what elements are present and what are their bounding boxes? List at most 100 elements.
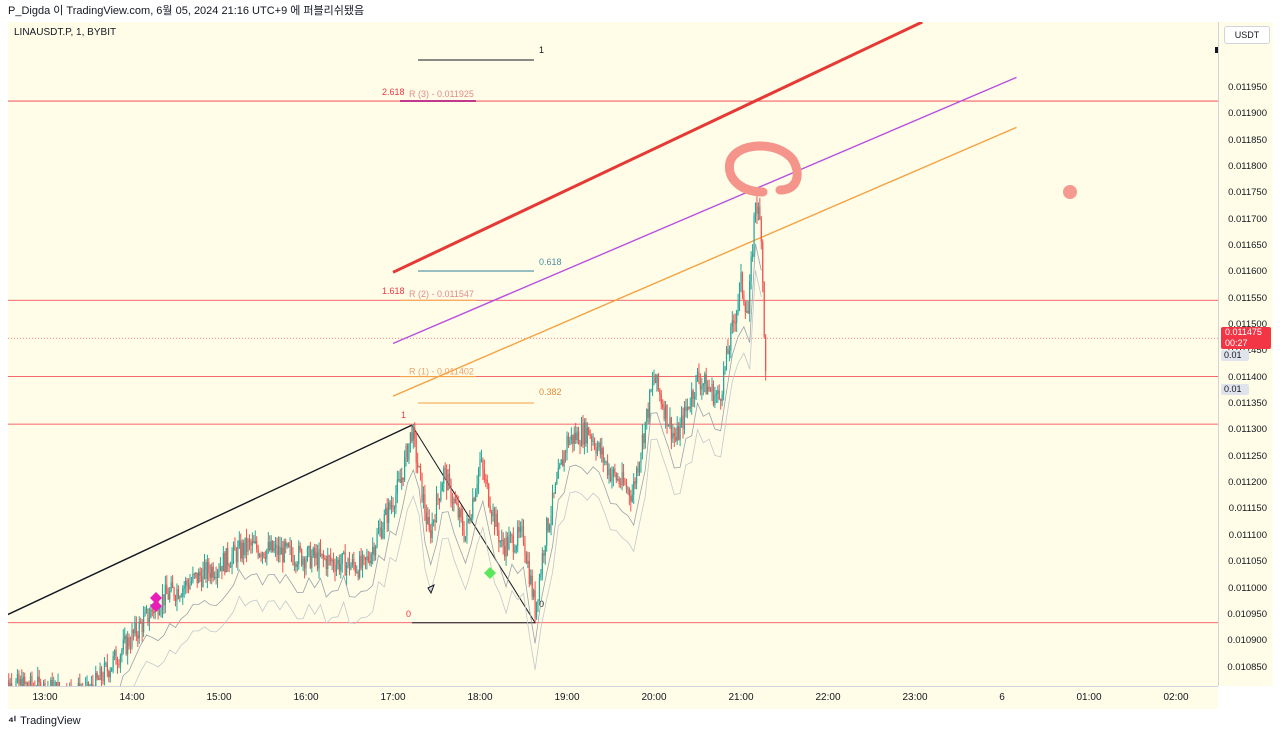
indicator-tag: 0.01: [1221, 384, 1249, 396]
candle-body: [451, 502, 454, 504]
candle-body: [185, 580, 187, 587]
candle-body: [289, 545, 291, 547]
candle-body: [506, 537, 509, 550]
candle-body: [709, 389, 712, 392]
candle-body: [272, 540, 274, 552]
candle-body: [199, 571, 201, 577]
candle-body: [720, 399, 722, 401]
candle-body: [360, 555, 362, 568]
candle-body: [161, 594, 164, 609]
time-axis[interactable]: 13:00 14:00 15:00 16:00 17:00 18:00 19:00 20:00…: [8, 686, 1218, 709]
candle-body: [119, 655, 121, 666]
price-tick-label: 0.011900: [1228, 108, 1267, 120]
candle-body: [214, 576, 216, 578]
candle-body: [508, 536, 510, 550]
price-tick-label: 0.011050: [1228, 556, 1267, 568]
candle-body: [617, 479, 619, 481]
candle-body: [230, 566, 232, 568]
candle-body: [759, 206, 761, 220]
candle-body: [206, 562, 208, 579]
candle-body: [131, 630, 133, 647]
candle-body: [646, 408, 648, 423]
candle-body: [421, 472, 423, 502]
candle-body: [553, 492, 555, 494]
candle-body: [643, 434, 645, 444]
candle-body: [332, 560, 335, 567]
candle-body: [366, 556, 368, 560]
chart-area[interactable]: LINAUSDT.P, 1, BYBIT 2.618 R (3) - 0.0119…: [8, 22, 1218, 686]
candle-body: [477, 469, 480, 485]
candle-body: [448, 473, 451, 482]
candle-body: [245, 537, 248, 552]
candle-body: [186, 580, 188, 585]
candle-body: [544, 545, 546, 556]
candle-body: [731, 320, 733, 327]
price-tick-label: 0.011650: [1228, 239, 1267, 251]
candle-body: [488, 483, 490, 506]
candle-body: [232, 544, 235, 555]
candle-body: [685, 406, 687, 411]
candle-body: [638, 463, 641, 473]
candle-body: [428, 517, 430, 531]
candle-body: [314, 548, 316, 559]
candle-body: [470, 517, 472, 522]
symbol-label[interactable]: LINAUSDT.P, 1, BYBIT: [14, 27, 117, 38]
candle-body: [680, 415, 683, 424]
time-tick-label: 20:00: [641, 692, 667, 703]
candle-body: [190, 581, 193, 584]
candle-body: [163, 594, 165, 606]
candle-body: [472, 498, 474, 518]
candle-body: [464, 536, 467, 541]
candle-body: [257, 548, 259, 557]
candle-body: [367, 556, 369, 561]
candle-body: [586, 427, 588, 444]
candle-body: [518, 527, 520, 533]
candle-body: [31, 676, 33, 686]
candle-body: [636, 468, 638, 484]
candle-body: [328, 555, 330, 557]
price-chart-svg[interactable]: 2.618 R (3) - 0.011925 1.618 R (2) - 0.0115…: [8, 22, 1218, 686]
candle-body: [202, 569, 204, 587]
candle-body: [341, 553, 343, 564]
candle-body: [433, 520, 435, 523]
candle-body: [651, 380, 654, 390]
candle-body: [560, 459, 562, 465]
candle-body: [402, 477, 404, 481]
candle-body: [579, 444, 581, 446]
candle-body: [256, 540, 258, 549]
candle-body: [173, 587, 175, 598]
price-tick-label: 0.010850: [1227, 661, 1267, 673]
currency-button[interactable]: USDT: [1224, 26, 1270, 44]
candle-body: [583, 422, 585, 445]
candle-body: [535, 601, 538, 618]
candle-body: [447, 473, 449, 491]
candle-body: [727, 348, 729, 355]
candle-body: [550, 515, 552, 526]
candle-body: [182, 588, 184, 597]
candle-body: [27, 682, 29, 686]
candle-body: [725, 348, 728, 367]
candle-body: [609, 469, 612, 482]
candle-body: [335, 564, 338, 572]
price-axis[interactable]: USDT 0.011950 0.011900 0.011850 0.011800 0.0…: [1218, 22, 1273, 686]
annotation-scribble: [724, 141, 802, 197]
candle-body: [134, 622, 136, 634]
candle-body: [196, 572, 198, 584]
chart-menu-icon[interactable]: [1215, 47, 1218, 53]
candle-body: [295, 563, 297, 567]
candle-body: [686, 406, 688, 411]
candle-body: [633, 481, 635, 495]
candle-body: [763, 282, 765, 337]
candle-body: [534, 590, 536, 618]
candle-body: [573, 433, 575, 444]
footer-brand[interactable]: ⁴ⁱ TradingView: [8, 712, 81, 730]
candle-body: [373, 546, 375, 556]
candle-body: [691, 390, 693, 407]
time-tick-label: 6: [999, 692, 1005, 703]
candle-body: [525, 554, 527, 564]
candle-body: [714, 395, 716, 405]
candle-body: [591, 436, 593, 442]
candle-body: [189, 583, 191, 589]
candle-body: [324, 558, 326, 560]
candle-body: [115, 650, 117, 665]
